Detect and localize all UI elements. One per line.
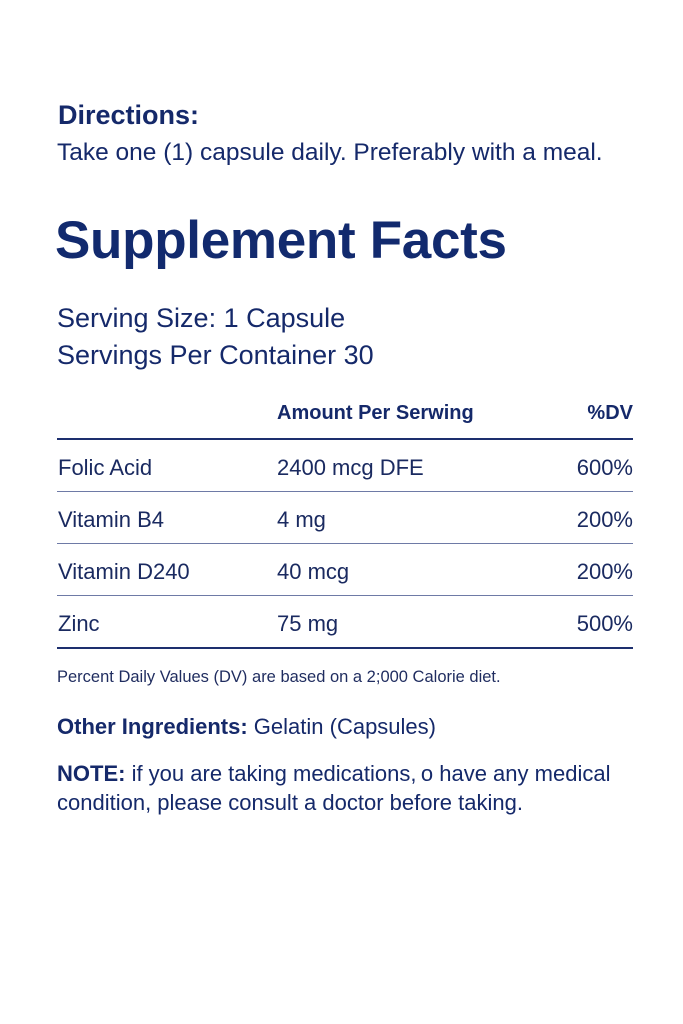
note-label: NOTE: — [57, 761, 126, 786]
header-divider — [57, 438, 633, 440]
other-ingredients-label: Other Ingredients: — [57, 714, 248, 739]
nutrient-name: Vitamin B4 — [58, 507, 164, 532]
nutrient-dv: 200% — [576, 507, 633, 532]
dv-column-header: %DV — [587, 402, 633, 424]
warning-note: NOTE: if you are taking medications, o h… — [57, 759, 667, 817]
nutrient-table: Amount Per Serwing %DV Folic Acid 2400 m… — [57, 398, 633, 649]
nutrient-name: Zinc — [58, 611, 100, 636]
nutrient-dv: 600% — [576, 455, 633, 480]
table-bottom-rule — [57, 647, 633, 649]
other-ingredients: Other Ingredients: Gelatin (Capsules) — [57, 714, 436, 740]
page-title: Supplement Facts — [55, 211, 507, 270]
row-divider — [57, 491, 633, 492]
nutrient-dv: 500% — [576, 611, 633, 636]
table-row: Vitamin D240 40 mcg 200% — [57, 544, 633, 595]
daily-value-footnote: Percent Daily Values (DV) are based on a… — [57, 668, 501, 686]
row-divider — [57, 595, 633, 596]
servings-per-container: Servings Per Container 30 — [57, 340, 374, 370]
note-text: if you are taking medications, o have an… — [57, 761, 611, 815]
nutrient-amount: 75 mg — [277, 611, 339, 636]
table-row: Zinc 75 mg 500% — [57, 596, 633, 647]
nutrient-amount: 40 mcg — [277, 559, 350, 584]
nutrient-amount: 4 mg — [277, 507, 326, 532]
nutrient-name: Folic Acid — [58, 455, 153, 480]
table-header: Amount Per Serwing %DV — [57, 398, 633, 438]
directions-text: Take one (1) capsule daily. Preferably w… — [57, 139, 603, 166]
serving-size: Serving Size: 1 Capsule — [57, 303, 346, 333]
directions-heading: Directions: — [58, 100, 200, 130]
other-ingredients-value: Gelatin (Capsules) — [247, 714, 436, 739]
nutrient-name: Vitamin D240 — [58, 559, 190, 584]
row-divider — [57, 543, 633, 544]
table-row: Folic Acid 2400 mcg DFE 600% — [57, 440, 633, 491]
amount-column-header: Amount Per Serwing — [277, 402, 474, 424]
table-row: Vitamin B4 4 mg 200% — [57, 492, 633, 543]
nutrient-amount: 2400 mcg DFE — [277, 455, 424, 480]
nutrient-dv: 200% — [576, 559, 633, 584]
